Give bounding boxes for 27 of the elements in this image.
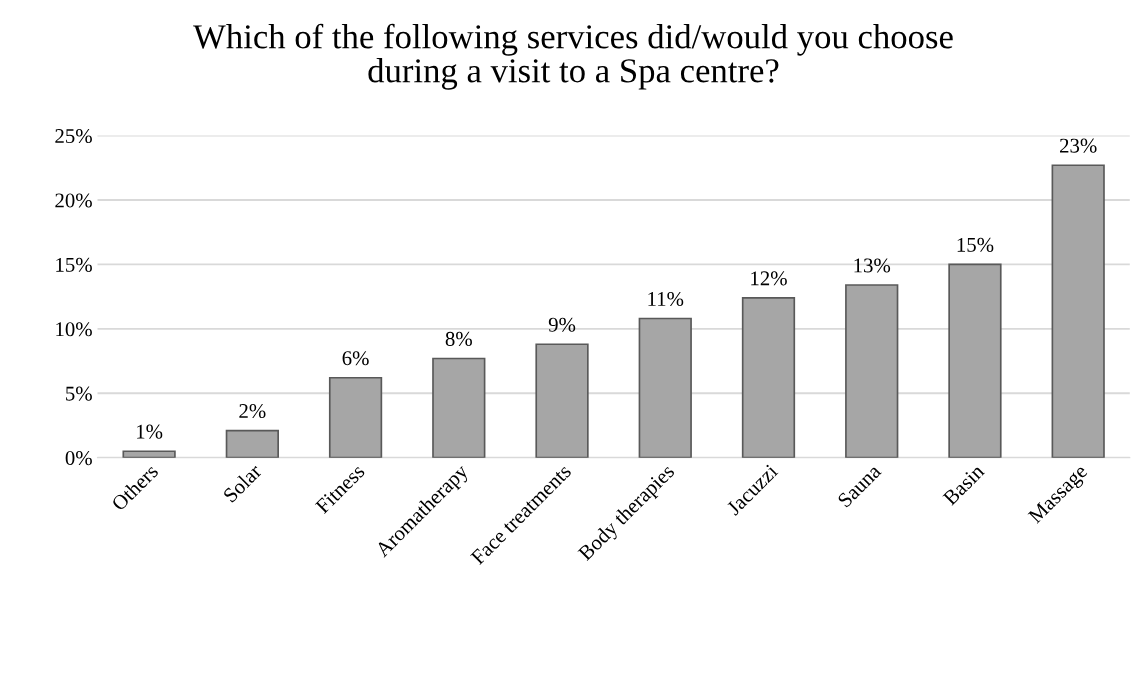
data-label: 13% <box>854 258 891 273</box>
chart-title: Which of the following services did/would you choose during a visit to a Spa centre? <box>193 23 953 90</box>
bar <box>845 284 899 458</box>
data-label: 12% <box>751 271 787 286</box>
data-label: 6% <box>342 351 369 366</box>
data-label: 11% <box>648 291 684 307</box>
data-label: 23% <box>1060 138 1097 153</box>
data-label: 15% <box>957 237 994 252</box>
y-tick-label: 25% <box>55 128 92 144</box>
y-tick-label: 0% <box>65 451 92 466</box>
y-tick-label: 5% <box>66 386 92 401</box>
data-label: 1% <box>137 424 163 439</box>
bar <box>638 317 692 458</box>
y-tick-label: 20% <box>55 193 92 208</box>
bar <box>225 429 279 458</box>
y-tick-label: 15% <box>56 257 92 272</box>
y-tick-label: 10% <box>56 322 92 337</box>
bar <box>432 357 486 458</box>
bar <box>1051 164 1105 458</box>
data-label: 8% <box>445 331 472 346</box>
bar <box>328 376 383 458</box>
bar <box>122 450 176 458</box>
data-label: 9% <box>548 317 576 332</box>
bar <box>948 263 1002 458</box>
bar <box>535 343 589 458</box>
bar <box>741 297 796 458</box>
data-label: 2% <box>239 403 266 419</box>
